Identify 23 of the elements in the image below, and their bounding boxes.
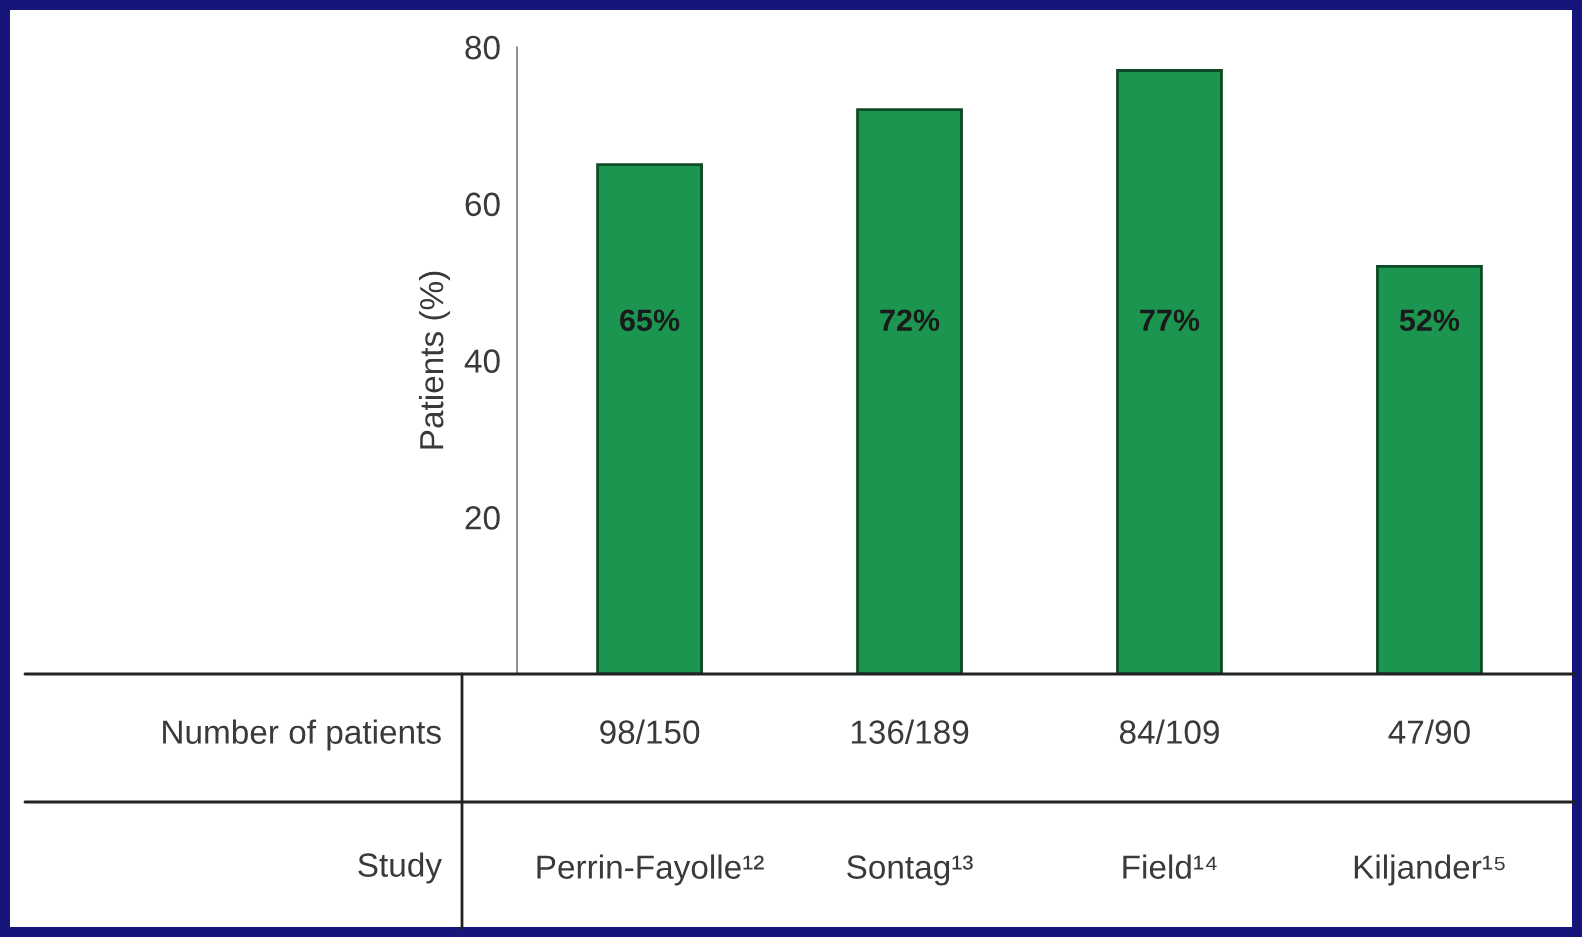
- text: 84/109: [1119, 719, 1219, 744]
- bar: [856, 108, 963, 674]
- x-tick-label: Field¹⁴: [1123, 854, 1217, 879]
- data-label: 65%: [620, 309, 680, 332]
- x-tick-label: Sontag¹³: [847, 855, 973, 886]
- bar: [1116, 69, 1223, 674]
- text: Number of patients: [163, 719, 441, 751]
- x-axis-title: Study: [358, 852, 442, 884]
- y-axis-title: Patients (%): [418, 271, 451, 449]
- data-label: 72%: [880, 309, 940, 332]
- x-tick-label: Perrin-Fayolle¹²: [537, 854, 764, 886]
- bar: [596, 163, 703, 674]
- y-tick-label: 80: [465, 35, 500, 60]
- text: 47/90: [1388, 719, 1470, 744]
- y-tick-label: 60: [465, 192, 500, 217]
- text: 98/150: [600, 719, 700, 744]
- data-label: 77%: [1140, 309, 1200, 332]
- x-tick-label: Kiljander¹⁵: [1354, 854, 1505, 886]
- text: 136/189: [851, 719, 969, 744]
- y-tick-label: 20: [465, 506, 500, 530]
- bar: [1376, 265, 1483, 674]
- y-tick-label: 40: [464, 349, 500, 373]
- data-label: 52%: [1399, 309, 1460, 332]
